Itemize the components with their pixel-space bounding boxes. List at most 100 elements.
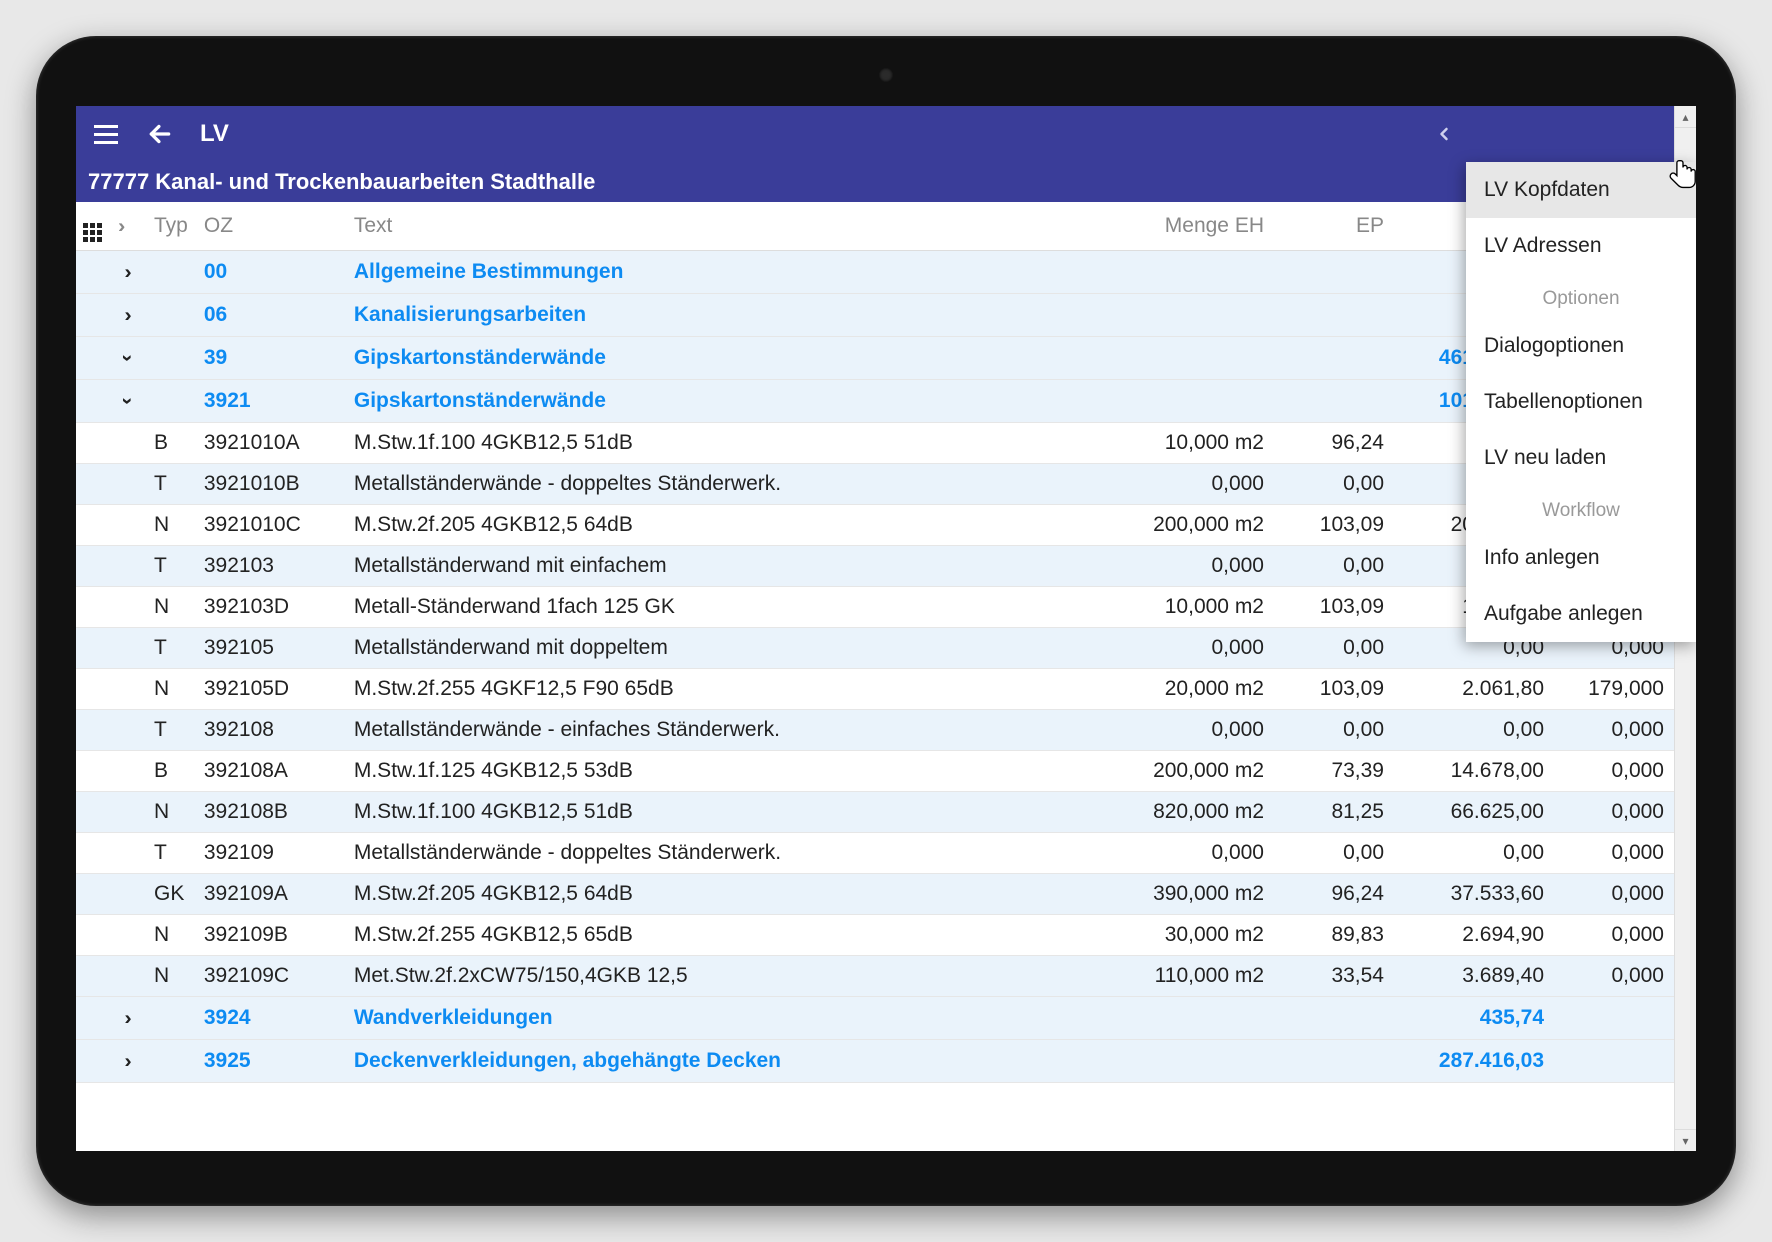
row-spacer xyxy=(76,505,112,546)
menu-item[interactable]: LV Kopfdaten xyxy=(1466,162,1696,218)
cell-ep xyxy=(1274,251,1394,294)
table-row[interactable]: T392108Metallständerwände - einfaches St… xyxy=(76,710,1674,751)
cell-typ xyxy=(148,337,198,380)
table-row[interactable]: B3921010AM.Stw.1f.100 4GKB12,5 51dB10,00… xyxy=(76,423,1674,464)
col-ep[interactable]: EP xyxy=(1274,202,1394,251)
menu-section-header: Optionen xyxy=(1466,274,1696,318)
scroll-up-arrow-icon[interactable]: ▴ xyxy=(1675,106,1696,128)
table-row[interactable]: N392109BM.Stw.2f.255 4GKB12,5 65dB30,000… xyxy=(76,915,1674,956)
chevron-left-icon[interactable] xyxy=(1430,124,1458,144)
grid-view-icon[interactable] xyxy=(76,202,112,251)
menu-item[interactable]: Aufgabe anlegen xyxy=(1466,586,1696,642)
cell-text: Metallständerwände - doppeltes Ständerwe… xyxy=(348,464,1114,505)
cell-betrag: 0,00 xyxy=(1394,833,1554,874)
cell-last: 179,000 xyxy=(1554,669,1674,710)
collapse-icon[interactable]: › xyxy=(112,380,148,423)
cell-menge: 110,000 m2 xyxy=(1114,956,1274,997)
menu-item[interactable]: Info anlegen xyxy=(1466,530,1696,586)
cell-ep: 89,83 xyxy=(1274,915,1394,956)
table-group-row[interactable]: ›06Kanalisierungsarbeiten0,00 xyxy=(76,294,1674,337)
menu-item[interactable]: LV neu laden xyxy=(1466,430,1696,486)
cell-text: Met.Stw.2f.2xCW75/150,4GKB 12,5 xyxy=(348,956,1114,997)
table-group-row[interactable]: ›00Allgemeine Bestimmungen0,00 xyxy=(76,251,1674,294)
cell-last xyxy=(1554,1040,1674,1083)
cell-menge xyxy=(1114,997,1274,1040)
cell-typ: N xyxy=(148,956,198,997)
col-oz[interactable]: OZ xyxy=(198,202,348,251)
table-group-row[interactable]: ›3921Gipskartonständerwände101.124,36 xyxy=(76,380,1674,423)
cell-oz: 392105 xyxy=(198,628,348,669)
row-spacer xyxy=(76,874,112,915)
cell-betrag: 2.694,90 xyxy=(1394,915,1554,956)
table-row[interactable]: N392103DMetall-Ständerwand 1fach 125 GK1… xyxy=(76,587,1674,628)
lv-table-body: ›00Allgemeine Bestimmungen0,00›06Kanalis… xyxy=(76,251,1674,1083)
table-group-row[interactable]: ›39Gipskartonständerwände461.013,83 xyxy=(76,337,1674,380)
cell-last: 0,000 xyxy=(1554,833,1674,874)
cell-ep: 0,00 xyxy=(1274,628,1394,669)
expand-icon[interactable]: › xyxy=(112,1040,148,1083)
table-group-row[interactable]: ›3924Wandverkleidungen435,74 xyxy=(76,997,1674,1040)
cell-typ xyxy=(148,380,198,423)
back-arrow-icon[interactable] xyxy=(146,121,174,147)
cell-ep: 73,39 xyxy=(1274,751,1394,792)
scroll-down-arrow-icon[interactable]: ▾ xyxy=(1675,1129,1696,1151)
cell-menge: 30,000 m2 xyxy=(1114,915,1274,956)
menu-item[interactable]: LV Adressen xyxy=(1466,218,1696,274)
col-expander[interactable]: › xyxy=(112,202,148,251)
row-spacer xyxy=(76,997,112,1040)
expander-empty xyxy=(112,628,148,669)
table-row[interactable]: N3921010CM.Stw.2f.205 4GKB12,5 64dB200,0… xyxy=(76,505,1674,546)
col-text[interactable]: Text xyxy=(348,202,1114,251)
cell-ep: 103,09 xyxy=(1274,587,1394,628)
menu-item[interactable]: Dialogoptionen xyxy=(1466,318,1696,374)
table-row[interactable]: N392109CMet.Stw.2f.2xCW75/150,4GKB 12,51… xyxy=(76,956,1674,997)
collapse-icon[interactable]: › xyxy=(112,337,148,380)
row-spacer xyxy=(76,464,112,505)
table-row[interactable]: GK392109AM.Stw.2f.205 4GKB12,5 64dB390,0… xyxy=(76,874,1674,915)
col-menge-eh[interactable]: Menge EH xyxy=(1114,202,1274,251)
cell-text: Metall-Ständerwand 1fach 125 GK xyxy=(348,587,1114,628)
cell-ep: 103,09 xyxy=(1274,505,1394,546)
expander-empty xyxy=(112,874,148,915)
expand-icon[interactable]: › xyxy=(112,294,148,337)
table-row[interactable]: B392108AM.Stw.1f.125 4GKB12,5 53dB200,00… xyxy=(76,751,1674,792)
hamburger-icon[interactable] xyxy=(92,125,120,144)
cell-oz: 392109B xyxy=(198,915,348,956)
col-typ[interactable]: Typ xyxy=(148,202,198,251)
cell-text: Wandverkleidungen xyxy=(348,997,1114,1040)
menu-section-header: Workflow xyxy=(1466,486,1696,530)
cell-menge: 0,000 xyxy=(1114,833,1274,874)
table-group-row[interactable]: ›3925Deckenverkleidungen, abgehängte Dec… xyxy=(76,1040,1674,1083)
table-row[interactable]: T392109Metallständerwände - doppeltes St… xyxy=(76,833,1674,874)
cell-menge: 390,000 m2 xyxy=(1114,874,1274,915)
expand-icon[interactable]: › xyxy=(112,997,148,1040)
row-spacer xyxy=(76,628,112,669)
cell-oz: 392108 xyxy=(198,710,348,751)
cell-last: 0,000 xyxy=(1554,792,1674,833)
cell-typ: T xyxy=(148,546,198,587)
table-row[interactable]: N392105DM.Stw.2f.255 4GKF12,5 F90 65dB20… xyxy=(76,669,1674,710)
row-spacer xyxy=(76,751,112,792)
table-row[interactable]: N392108BM.Stw.1f.100 4GKB12,5 51dB820,00… xyxy=(76,792,1674,833)
menu-item[interactable]: Tabellenoptionen xyxy=(1466,374,1696,430)
cell-text: Metallständerwände - einfaches Ständerwe… xyxy=(348,710,1114,751)
cell-text: Metallständerwand mit doppeltem xyxy=(348,628,1114,669)
cell-text: Gipskartonständerwände xyxy=(348,380,1114,423)
expand-icon[interactable]: › xyxy=(112,251,148,294)
cell-menge: 200,000 m2 xyxy=(1114,505,1274,546)
cell-ep: 96,24 xyxy=(1274,874,1394,915)
row-spacer xyxy=(76,956,112,997)
expander-empty xyxy=(112,423,148,464)
cell-ep: 103,09 xyxy=(1274,669,1394,710)
cell-typ: N xyxy=(148,669,198,710)
cell-oz: 3921010C xyxy=(198,505,348,546)
cell-oz: 392108A xyxy=(198,751,348,792)
table-row[interactable]: T392103Metallständerwand mit einfachem0,… xyxy=(76,546,1674,587)
table-row[interactable]: T392105Metallständerwand mit doppeltem0,… xyxy=(76,628,1674,669)
cell-menge: 200,000 m2 xyxy=(1114,751,1274,792)
cell-menge: 10,000 m2 xyxy=(1114,423,1274,464)
cell-typ xyxy=(148,251,198,294)
cell-oz: 392108B xyxy=(198,792,348,833)
table-row[interactable]: T3921010BMetallständerwände - doppeltes … xyxy=(76,464,1674,505)
cell-ep xyxy=(1274,997,1394,1040)
